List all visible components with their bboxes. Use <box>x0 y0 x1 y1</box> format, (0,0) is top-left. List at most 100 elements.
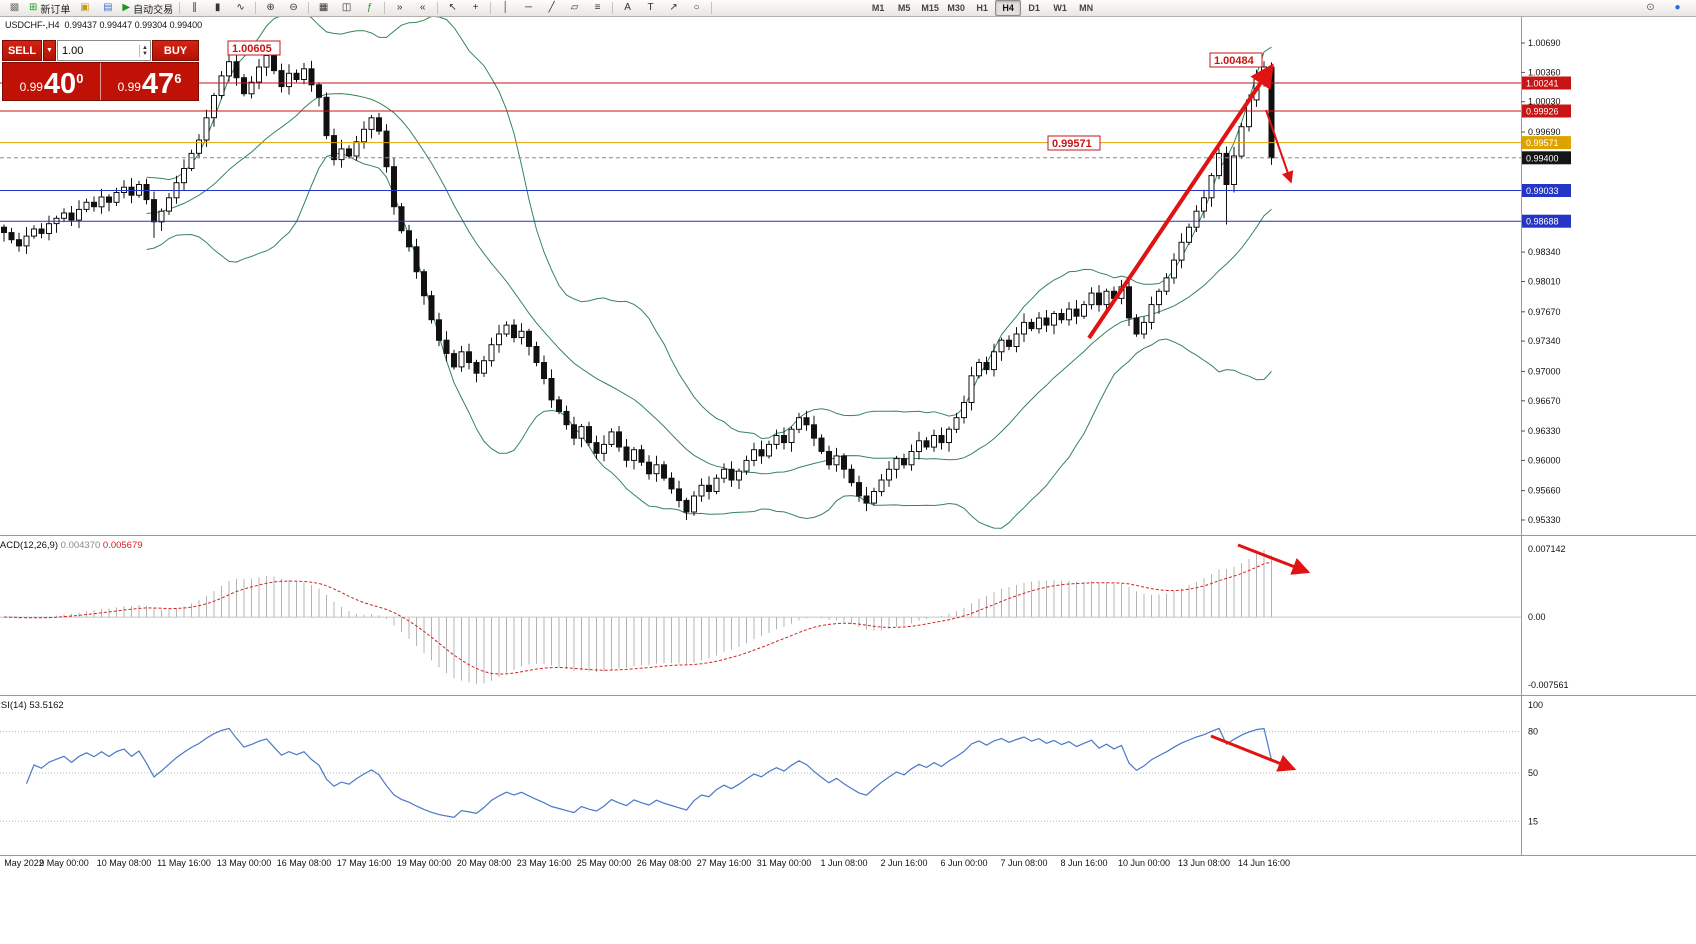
timeframe-w1[interactable]: W1 <box>1053 3 1067 13</box>
candlestick-chart-icon[interactable]: ▮ <box>206 0 229 17</box>
fibonacci-tool: ≡ <box>594 2 601 13</box>
price-callout[interactable]: 0.99571 <box>1047 135 1101 151</box>
timeframe-h4[interactable]: H4 <box>995 0 1022 16</box>
shapes-tool[interactable]: ○ <box>685 0 708 17</box>
sell-price-pips: 40 <box>43 68 77 100</box>
price-callout[interactable]: 1.00484 <box>1209 52 1263 68</box>
timeframe-mn[interactable]: MN <box>1079 3 1094 13</box>
crosshair-tool[interactable]: + <box>464 0 487 17</box>
volume-stepper[interactable]: ▲ ▼ <box>139 44 150 57</box>
pivot-level <box>1522 136 1571 150</box>
fibonacci-tool[interactable]: ≡ <box>586 0 609 17</box>
bar-chart-icon[interactable]: ∥ <box>183 0 206 17</box>
profiles-icon[interactable]: ▤ <box>96 0 119 17</box>
arrow-tool: ↗ <box>669 2 678 13</box>
tile-windows-icon[interactable]: ◫ <box>335 0 358 17</box>
grid-icon[interactable]: ▦ <box>312 0 335 17</box>
trendline-tool[interactable]: ╱ <box>540 0 563 17</box>
sell-button[interactable]: SELL <box>2 40 42 61</box>
text-tool[interactable]: A <box>616 0 639 17</box>
toolbar-separator <box>490 2 492 14</box>
time-label: 23 May 16:00 <box>517 858 572 868</box>
new-order-button[interactable]: ⊞ 新订单 <box>26 0 73 17</box>
candlestick-series <box>1 50 1275 520</box>
spin-down-icon[interactable]: ▼ <box>142 50 148 57</box>
timeframe-group: M1 M5 M15 M30 H1 H4 D1 W1 MN <box>865 0 1099 17</box>
zoom-in-button[interactable]: ⊕ <box>259 0 282 17</box>
price-tick: 0.95330 <box>1528 515 1561 525</box>
price-tick: 1.00690 <box>1528 38 1561 48</box>
time-label: 14 Jun 16:00 <box>1238 858 1290 868</box>
resistance-level-1-label: 1.00241 <box>1526 79 1559 89</box>
toolbar: ▩ ⊞ 新订单 ▣ ▤ ▶ 自动交易 ∥ ▮ ∿ ⊕ ⊖ ▦ ◫ ƒ » « ↖ + │ ─ ╱ ▱ ≡ A T ↗ ○ M1 M5 M15… <box>0 0 1696 17</box>
current-price-label: 0.99400 <box>1526 153 1559 163</box>
vertical-line-tool[interactable]: │ <box>494 0 517 17</box>
timeframe-m1[interactable]: M1 <box>871 3 885 13</box>
volume-field: ▲ ▼ <box>57 40 151 61</box>
macd-indicator-label: MACD(12,26,9) 0.004370 0.005679 <box>0 540 143 551</box>
arrow-tool[interactable]: ↗ <box>662 0 685 17</box>
timeframe-m15[interactable]: M15 <box>921 3 939 13</box>
buy-price[interactable]: 0.99 47 6 <box>101 63 198 100</box>
zoom-in-button: ⊕ <box>266 2 275 13</box>
toolbar-separator <box>612 2 614 14</box>
price-tick: 0.99690 <box>1528 127 1561 137</box>
charts-icon: ▣ <box>80 2 90 13</box>
time-label: 10 Jun 00:00 <box>1118 858 1170 868</box>
volume-input[interactable] <box>58 44 140 57</box>
macd-drop-arrow[interactable] <box>1237 543 1311 575</box>
new-order-button: ⊞ <box>29 2 38 13</box>
trend-up-arrow[interactable] <box>1087 63 1274 340</box>
horizontal-line-tool[interactable]: ─ <box>517 0 540 17</box>
timeframe-m5[interactable]: M5 <box>897 3 911 13</box>
chart-shift-button[interactable]: « <box>411 0 434 17</box>
quick-search-icon[interactable]: ⊙ <box>1639 0 1662 17</box>
price-axis[interactable]: 1.00690 1.00360 1.00030 0.99690 0.98340 0.980… <box>1521 38 1571 525</box>
buy-button[interactable]: BUY <box>152 40 199 61</box>
time-label: 13 May 00:00 <box>217 858 272 868</box>
toolbar-separator <box>308 2 310 14</box>
price-tick: 0.96330 <box>1528 426 1561 436</box>
toolbar-right-icons: ⊙ ● <box>1639 0 1693 17</box>
macd-signal-line <box>3 561 1272 675</box>
charts-icon[interactable]: ▣ <box>73 0 96 17</box>
toolbar-separator <box>179 2 181 14</box>
support-level-2 <box>1522 214 1571 228</box>
main-chart[interactable]: 1.00605 1.00484 0.99571 <box>0 8 1521 529</box>
community-icon: ● <box>1674 2 1681 13</box>
support-level-2-label: 0.98688 <box>1526 217 1559 227</box>
profiles-icon: ▤ <box>103 2 113 13</box>
line-chart-icon[interactable]: ∿ <box>229 0 252 17</box>
rsi-level-label: 15 <box>1528 816 1538 826</box>
timeframe-m30[interactable]: M30 <box>947 3 965 13</box>
sell-dropdown-icon[interactable]: ▼ <box>43 40 56 61</box>
channel-tool[interactable]: ▱ <box>563 0 586 17</box>
label-tool: T <box>647 2 654 13</box>
price-drop-arrow[interactable] <box>1265 109 1294 184</box>
price-tick: 0.96670 <box>1528 396 1561 406</box>
time-label: 19 May 00:00 <box>397 858 452 868</box>
cursor-tool[interactable]: ↖ <box>441 0 464 17</box>
indicators-button[interactable]: ƒ <box>358 0 381 17</box>
sell-price[interactable]: 0.99 40 0 <box>3 63 101 100</box>
spin-up-icon[interactable]: ▲ <box>142 44 148 51</box>
price-callout[interactable]: 1.00605 <box>227 40 281 56</box>
zoom-out-button[interactable]: ⊖ <box>282 0 305 17</box>
timeframe-d1[interactable]: D1 <box>1028 3 1040 13</box>
toolbar-separator <box>711 2 713 14</box>
autotrading-button[interactable]: ▶ 自动交易 <box>119 0 176 17</box>
rsi-panel[interactable]: 80 50 15 100 RSI(14) 53.5162 <box>0 700 1543 826</box>
auto-scroll-button[interactable]: » <box>388 0 411 17</box>
community-icon[interactable]: ● <box>1666 0 1689 17</box>
support-level-1-label: 0.99033 <box>1526 186 1559 196</box>
chart-window-icon[interactable]: ▩ <box>3 0 26 17</box>
price-tick: 1.00360 <box>1528 67 1561 77</box>
timeframe-h1[interactable]: H1 <box>976 3 988 13</box>
label-tool[interactable]: T <box>639 0 662 17</box>
horizontal-line-tool: ─ <box>525 2 533 13</box>
rsi-indicator-label: RSI(14) 53.5162 <box>0 700 64 711</box>
rsi-drop-arrow[interactable] <box>1210 734 1297 772</box>
macd-panel[interactable]: 0.007142 0.00 -0.007561 MACD(12,26,9) 0.004… <box>0 540 1569 690</box>
